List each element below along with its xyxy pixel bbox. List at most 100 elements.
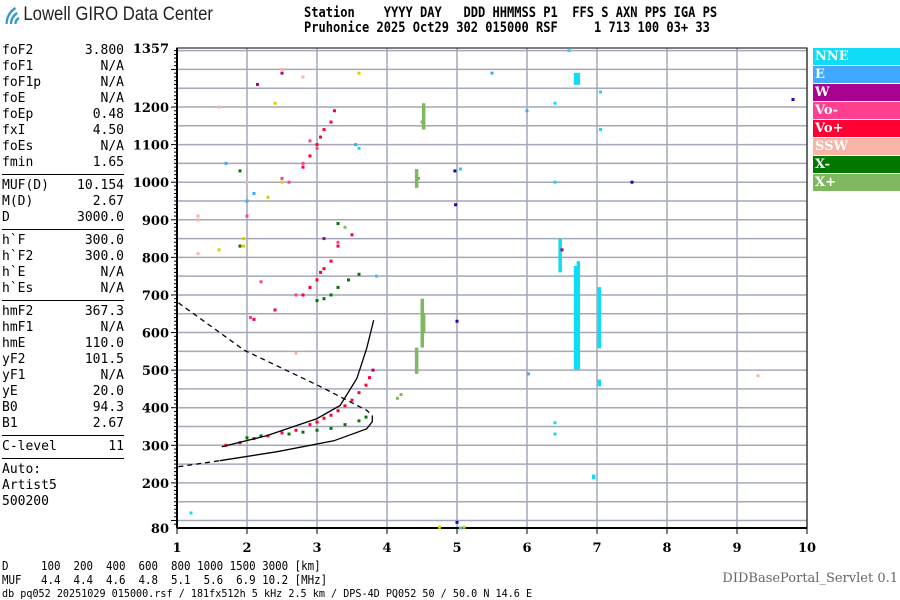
echo-voplus (336, 244, 340, 248)
x-tick-label: 1 (172, 541, 181, 556)
echo-other (455, 319, 459, 323)
param-value: N/A (100, 59, 124, 74)
legend-item-vominus: Vo- (813, 102, 900, 119)
logo: Lowell GIRO Data Center (4, 4, 213, 26)
echo-xminus (329, 293, 333, 297)
echo-ssw (294, 351, 298, 355)
echo-ssw (196, 214, 200, 218)
echo-w (371, 368, 375, 372)
param-name: yE (2, 384, 18, 399)
echo-other (453, 169, 457, 173)
echo-trace-nne (576, 261, 581, 370)
echo-trace-nne (597, 287, 602, 349)
echo-nne (357, 146, 361, 150)
param-row: D 3000.0 (2, 210, 124, 226)
echo-e (525, 109, 529, 113)
echo-vominus (280, 176, 284, 180)
echo-vominus (301, 161, 305, 165)
echo-w (280, 71, 284, 75)
echo-other (242, 244, 245, 248)
echo-voplus (252, 317, 256, 321)
echo-voplus (315, 278, 319, 282)
y-tick-label: 700 (142, 289, 169, 304)
param-row: MUF(D) 10.154 (2, 178, 124, 194)
echo-voplus (333, 109, 336, 113)
param-name: h`F2 (2, 249, 34, 264)
echo-other (630, 180, 634, 184)
echo-trace-nne (592, 474, 596, 480)
echo-other (791, 97, 795, 101)
param-row: foEp 0.48 (2, 107, 124, 123)
autoscaling-info: Artist5 (2, 478, 57, 493)
echo-voplus (322, 128, 326, 132)
header-values: Pruhonice 2025 Oct29 302 015000 RSF 1 71… (304, 20, 710, 36)
y-tick-label: 1000 (133, 176, 169, 191)
logo-text: Lowell GIRO Data Center (23, 4, 213, 25)
y-tick-label: 1357 (133, 42, 169, 57)
param-name: foEs (2, 139, 34, 154)
echo-nne (599, 128, 602, 132)
echo-other (280, 180, 284, 184)
param-value: 2.67 (92, 416, 124, 431)
echo-ssw (756, 374, 760, 378)
param-name: hmF1 (2, 320, 34, 335)
echo-voplus (319, 135, 322, 139)
x-tick-label: 3 (312, 541, 321, 556)
x-tick-label: 5 (452, 541, 461, 556)
echo-voplus (368, 376, 371, 380)
echo-e (245, 199, 249, 203)
echo-xminus (357, 419, 361, 423)
echo-trace-xplus (421, 103, 426, 130)
echo-trace-nne (573, 72, 578, 85)
legend-item-nne: NNE (813, 48, 900, 65)
legend-item-xplus: X+ (813, 174, 900, 191)
echo-ssw (196, 252, 200, 256)
param-value: 3000.0 (77, 210, 124, 225)
profile-curve (221, 319, 375, 448)
echo-xplus (343, 225, 347, 229)
param-row: h`F2 300.0 (2, 249, 124, 265)
echo-voplus (329, 120, 333, 124)
echo-ssw (245, 180, 249, 184)
param-row: fxI 4.50 (2, 123, 124, 139)
plot-frame (176, 47, 808, 529)
legend-item-voplus: Vo+ (813, 120, 900, 137)
echo-xminus (364, 415, 368, 419)
param-row: h`F 300.0 (2, 233, 124, 249)
echo-nne (375, 274, 378, 278)
echo-trace-nne (597, 379, 602, 387)
param-name: h`Es (2, 281, 34, 296)
x-tick-label: 2 (242, 541, 251, 556)
x-tick-label: 4 (382, 541, 391, 556)
echo-w (256, 82, 259, 86)
param-name: fmin (2, 155, 34, 170)
echo-ssw (280, 67, 284, 71)
y-tick-label: 1200 (133, 101, 169, 116)
echo-other (462, 525, 466, 529)
echo-voplus (329, 413, 333, 417)
param-value: 20.0 (92, 384, 124, 399)
y-tick-label: 500 (142, 364, 169, 379)
echo-xminus (336, 222, 340, 226)
param-value: 110.0 (84, 336, 124, 351)
param-row: hmF2 367.3 (2, 304, 124, 320)
echo-voplus (336, 409, 340, 413)
param-row: foE N/A (2, 91, 124, 107)
echo-other (357, 71, 361, 75)
legend-item-w: W (813, 84, 900, 101)
echo-xminus (357, 272, 361, 276)
y-tick-label: 900 (142, 214, 169, 229)
echo-voplus (280, 431, 284, 435)
echo-other (273, 101, 277, 105)
param-value: 11 (108, 439, 124, 454)
param-value: N/A (100, 368, 124, 383)
echo-trace-xplus (421, 313, 426, 333)
echo-vominus (259, 280, 263, 284)
profile-curve-dashed (178, 460, 220, 468)
echo-nne (459, 167, 462, 171)
separator (2, 229, 124, 230)
param-name: h`F (2, 233, 26, 248)
echo-voplus (273, 308, 277, 312)
echo-xminus (238, 169, 242, 173)
